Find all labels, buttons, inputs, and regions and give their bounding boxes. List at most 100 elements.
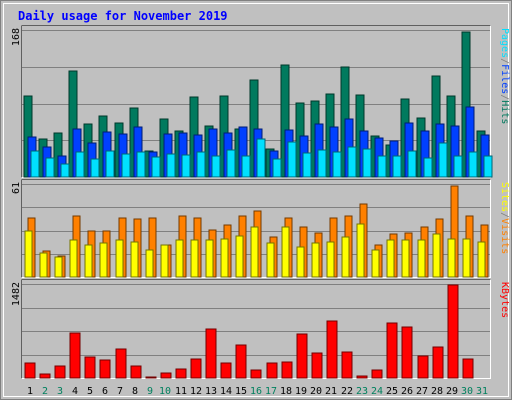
- bar-kbytes-day-18: [281, 361, 293, 379]
- bar-kbytes-day-30: [462, 358, 474, 379]
- bar-sites-day-12: [190, 239, 199, 278]
- day-label-16: 16: [250, 386, 262, 397]
- bar-sites-day-7: [115, 239, 124, 278]
- bar-sites-day-23: [356, 223, 365, 278]
- day-label-27: 27: [416, 386, 428, 397]
- bar-kbytes-day-20: [311, 352, 323, 379]
- bar-pages-day-9: [151, 156, 161, 178]
- series-sites: [24, 223, 486, 278]
- bar-pages-day-6: [105, 150, 115, 178]
- day-label-5: 5: [87, 386, 93, 397]
- bar-kbytes-day-15: [235, 344, 247, 379]
- day-label-12: 12: [190, 386, 202, 397]
- bar-kbytes-day-27: [417, 355, 429, 379]
- bar-pages-day-7: [121, 153, 131, 178]
- bar-kbytes-day-26: [401, 326, 413, 379]
- bar-kbytes-day-6: [99, 359, 111, 379]
- bar-kbytes-day-28: [432, 346, 444, 379]
- bar-kbytes-day-5: [84, 356, 96, 379]
- day-label-26: 26: [401, 386, 413, 397]
- bar-sites-day-9: [145, 249, 154, 278]
- bar-sites-day-27: [417, 239, 426, 278]
- bar-kbytes-day-4: [69, 332, 81, 379]
- bar-sites-day-29: [447, 238, 456, 278]
- day-label-25: 25: [386, 386, 398, 397]
- day-label-9: 9: [147, 386, 153, 397]
- bar-sites-day-14: [220, 238, 229, 278]
- bar-sites-day-16: [250, 226, 259, 278]
- panel-series-label-part: Visits: [499, 218, 510, 254]
- bar-pages-day-12: [196, 151, 206, 178]
- panel-series-label-part: /: [499, 58, 510, 64]
- series-pages: [30, 138, 493, 178]
- bar-pages-day-28: [438, 142, 448, 178]
- bar-pages-day-1: [30, 150, 40, 178]
- y-axis-max-label: 1482: [11, 282, 22, 306]
- day-label-8: 8: [132, 386, 138, 397]
- bar-sites-day-8: [130, 241, 139, 278]
- bar-sites-day-19: [296, 246, 305, 278]
- day-label-19: 19: [295, 386, 307, 397]
- day-label-11: 11: [175, 386, 187, 397]
- panel-series-label: Sites/Visits: [499, 182, 510, 254]
- bar-kbytes-day-25: [386, 322, 398, 379]
- bar-sites-day-3: [54, 256, 63, 278]
- series-kbytes: [24, 284, 474, 379]
- bar-pages-day-3: [60, 163, 70, 178]
- panel-series-label-part: KBytes: [499, 282, 510, 318]
- day-label-30: 30: [461, 386, 473, 397]
- day-label-13: 13: [205, 386, 217, 397]
- bar-kbytes-day-3: [54, 365, 66, 379]
- bar-pages-day-18: [287, 141, 297, 178]
- bar-pages-day-10: [166, 153, 176, 178]
- bar-pages-day-4: [75, 151, 85, 178]
- bar-sites-day-21: [326, 241, 335, 278]
- day-label-23: 23: [356, 386, 368, 397]
- bar-sites-day-28: [432, 233, 441, 278]
- day-label-1: 1: [27, 386, 33, 397]
- bar-kbytes-day-2: [39, 373, 51, 379]
- bar-pages-day-29: [453, 155, 463, 178]
- y-axis-max-label: 61: [11, 182, 22, 194]
- day-label-3: 3: [57, 386, 63, 397]
- day-label-6: 6: [102, 386, 108, 397]
- bar-kbytes-day-12: [190, 358, 202, 379]
- bar-kbytes-day-24: [371, 369, 383, 379]
- y-axis-max-label: 168: [11, 28, 22, 46]
- day-label-18: 18: [280, 386, 292, 397]
- bar-sites-day-18: [281, 226, 290, 278]
- bar-pages-day-8: [136, 151, 146, 178]
- bar-pages-day-23: [362, 148, 372, 178]
- panel-hits-files-pages: 168 Pages/Files/Hits: [11, 25, 510, 178]
- day-label-31: 31: [476, 386, 488, 397]
- day-label-2: 2: [42, 386, 48, 397]
- day-label-20: 20: [310, 386, 322, 397]
- day-label-15: 15: [235, 386, 247, 397]
- bar-sites-day-26: [401, 239, 410, 278]
- bar-pages-day-11: [181, 154, 191, 178]
- bar-pages-day-27: [423, 157, 433, 178]
- bar-sites-day-22: [341, 236, 350, 278]
- bar-pages-day-19: [302, 152, 312, 178]
- bar-sites-day-24: [371, 249, 380, 278]
- panel-kbytes: 1482 KBytes: [11, 279, 510, 379]
- panel-series-label-part: Files: [499, 64, 510, 94]
- day-label-22: 22: [341, 386, 353, 397]
- panel-series-label-part: Pages: [499, 28, 510, 58]
- panel-series-label-part: /: [499, 212, 510, 218]
- bar-kbytes-day-14: [220, 362, 232, 379]
- bar-sites-day-5: [84, 244, 93, 278]
- bar-sites-day-25: [386, 239, 395, 278]
- panel-series-label-part: /: [499, 94, 510, 100]
- day-label-17: 17: [265, 386, 277, 397]
- bar-pages-day-24: [377, 155, 387, 178]
- bar-sites-day-6: [99, 242, 108, 278]
- bar-pages-day-5: [90, 158, 100, 178]
- bar-pages-day-14: [226, 149, 236, 178]
- bar-kbytes-day-7: [115, 348, 127, 379]
- day-label-28: 28: [431, 386, 443, 397]
- bar-pages-day-26: [407, 150, 417, 178]
- chart-outer-inner-frame: [3, 3, 509, 397]
- bar-kbytes-day-1: [24, 362, 36, 379]
